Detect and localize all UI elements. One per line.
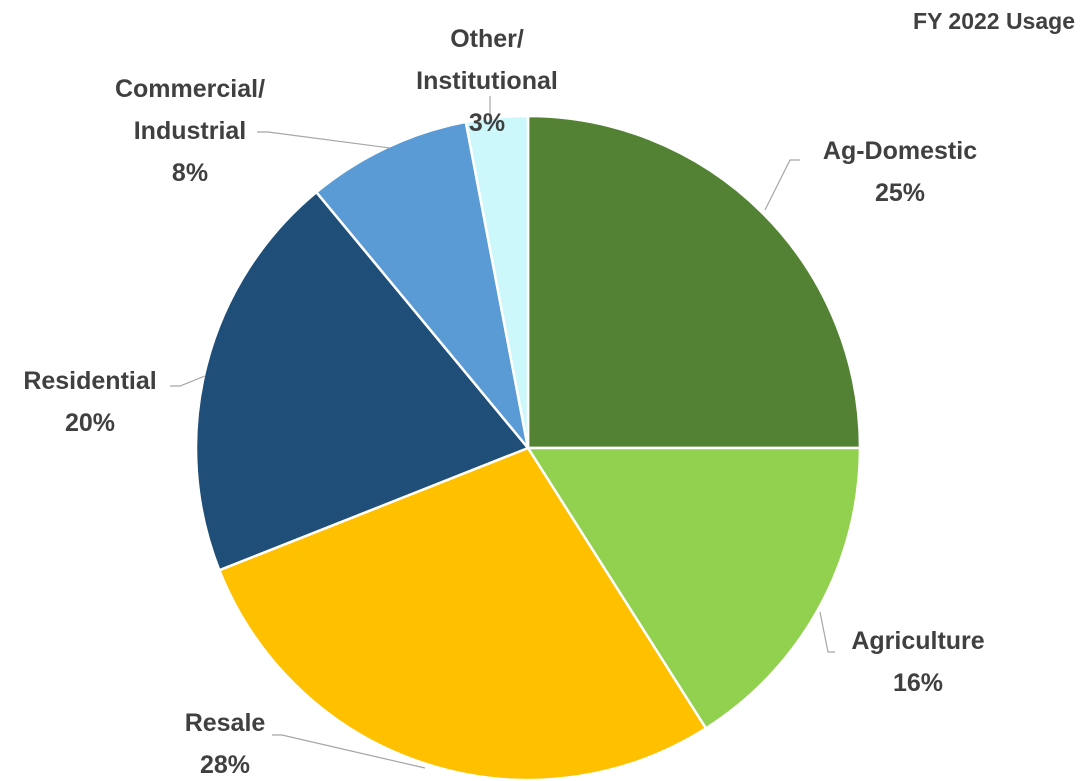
slice-label: Other/ Institutional 3%: [416, 18, 558, 144]
value-label: 16%: [892, 669, 944, 697]
pie-slice: [194, 190, 531, 572]
leader-line: [819, 611, 835, 653]
leader-lines: [170, 96, 835, 769]
value-label: 20%: [64, 409, 116, 437]
category-label: Agriculture: [851, 627, 985, 655]
leader-line: [170, 375, 206, 387]
slice-label: Residential 20%: [23, 360, 156, 444]
slice-label: Commercial/ Industrial 8%: [115, 68, 265, 194]
chart-title: FY 2022 Usage: [913, 8, 1075, 34]
pie-slice: [217, 446, 708, 781]
value-label: 25%: [874, 179, 926, 207]
value-label: 3%: [468, 109, 506, 137]
value-label: 8%: [171, 159, 209, 187]
pie-slice: [526, 114, 862, 450]
category-label: Residential: [23, 367, 157, 395]
value-label: 28%: [199, 751, 251, 779]
slice-label: Ag-Domestic 25%: [823, 130, 977, 214]
slice-label: Agriculture 16%: [851, 620, 984, 704]
leader-line: [257, 131, 391, 149]
category-label: Commercial/ Industrial: [114, 75, 266, 145]
pie-slice: [525, 446, 862, 731]
slice-label: Resale 28%: [185, 702, 266, 781]
leader-line: [272, 734, 426, 769]
category-label: Ag-Domestic: [822, 137, 978, 165]
pie-slice: [464, 114, 530, 449]
slices: [194, 114, 862, 781]
category-label: Resale: [184, 709, 266, 737]
category-label: Other/ Institutional: [416, 25, 558, 95]
leader-line: [764, 159, 800, 211]
